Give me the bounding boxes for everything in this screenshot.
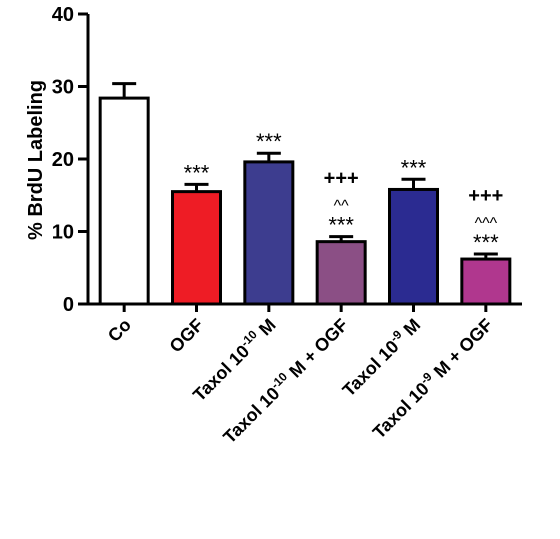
y-tick-label: 30 <box>52 77 74 99</box>
x-tick-label-text: Taxol 10-9 M + OGF <box>367 313 496 442</box>
x-tick-label: Co <box>104 315 135 346</box>
y-tick-label: 0 <box>63 294 74 316</box>
bar <box>243 160 295 306</box>
y-tick-label: 10 <box>52 222 74 244</box>
y-tick-label: 40 <box>52 4 74 26</box>
bar <box>98 96 150 306</box>
significance-label: *** <box>184 160 210 185</box>
x-tick-label-base: Co <box>104 315 135 346</box>
significance-label: *** <box>473 230 499 255</box>
y-axis: 0 10 20 30 40 <box>52 4 90 316</box>
significance-label: *** <box>256 129 282 154</box>
y-axis-label: % BrdU Labeling <box>25 80 47 240</box>
x-tick-label-base: OGF <box>166 315 208 357</box>
significance-label: ^^ <box>334 198 350 215</box>
x-tick-label-base: Taxol 10 <box>219 383 283 447</box>
x-tick-label-base: Taxol 10 <box>369 378 433 442</box>
x-tick-label-text: Co <box>104 315 135 346</box>
x-tick-label: Taxol 10-9 M + OGF <box>367 313 497 443</box>
x-tick-label-text: OGF <box>166 315 208 357</box>
x-tick-label-tail: M + OGF <box>426 315 496 385</box>
bar <box>388 187 439 306</box>
significance-annotations: *********^^+++ ******^^^+++ <box>184 129 504 255</box>
bar <box>460 257 512 306</box>
significance-label: *** <box>328 213 354 238</box>
x-tick-label-base: Taxol 10 <box>339 336 403 400</box>
significance-label: +++ <box>324 168 359 190</box>
bars <box>98 82 512 306</box>
x-tick-label-text: Taxol 10-10 M + OGF <box>218 313 352 447</box>
y-tick-label: 20 <box>52 149 74 171</box>
x-tick-label: Taxol 10-10 M + OGF <box>218 313 352 448</box>
x-tick-label: OGF <box>166 315 208 357</box>
bar <box>315 240 367 306</box>
significance-label: *** <box>401 155 427 180</box>
x-tick-label-base: Taxol 10 <box>189 341 253 405</box>
bar <box>171 190 222 306</box>
significance-label: ^^^ <box>475 215 498 232</box>
x-tick-label-tail: M + OGF <box>282 315 352 385</box>
significance-label: +++ <box>468 185 503 207</box>
